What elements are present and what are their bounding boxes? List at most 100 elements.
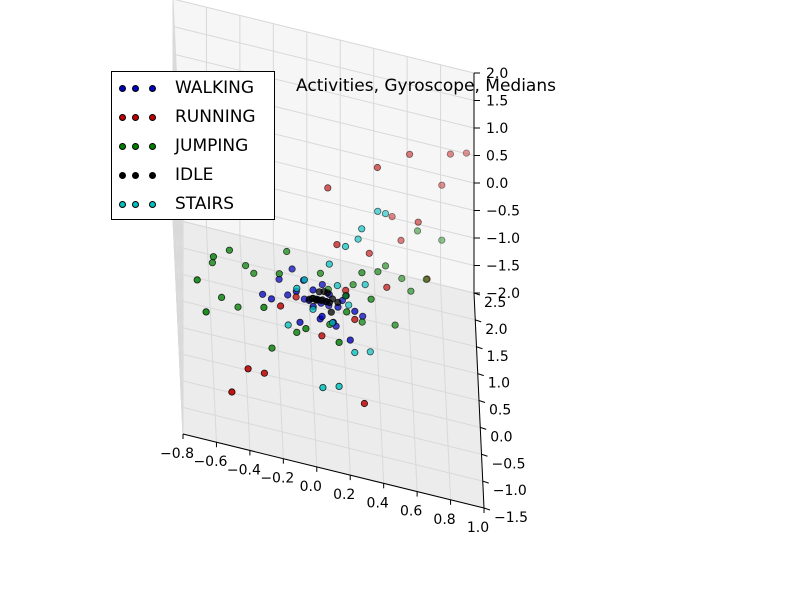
z-tick-label: 0.5 bbox=[486, 149, 508, 165]
point-stairs bbox=[358, 225, 366, 233]
point-jumping bbox=[260, 303, 268, 311]
y-tick-label: −1.0 bbox=[493, 483, 527, 499]
legend-entry-idle: IDLE bbox=[112, 161, 276, 190]
legend-dot bbox=[149, 114, 156, 121]
grid-z-back bbox=[174, 0, 475, 74]
z-tick-label: 1.0 bbox=[486, 121, 508, 137]
point-jumping bbox=[193, 276, 201, 284]
point-jumping bbox=[398, 274, 406, 283]
point-stairs bbox=[284, 321, 292, 329]
point-running bbox=[397, 236, 405, 244]
x-tick-label: −0.2 bbox=[260, 471, 294, 487]
point-jumping bbox=[422, 275, 430, 283]
point-running bbox=[462, 149, 470, 157]
point-jumping bbox=[293, 328, 301, 336]
z-tick-label: 0.0 bbox=[486, 176, 508, 192]
y-tick-label: −1.5 bbox=[494, 510, 528, 526]
point-stairs bbox=[293, 284, 301, 292]
grid-y-floor bbox=[176, 299, 478, 375]
x-tick-label: 1.0 bbox=[467, 520, 489, 536]
point-idle bbox=[334, 298, 342, 306]
y-tick-label: −0.5 bbox=[492, 456, 526, 472]
point-jumping bbox=[343, 308, 351, 316]
legend-dot bbox=[149, 143, 156, 150]
grid-y-floor bbox=[175, 272, 477, 348]
point-jumping bbox=[302, 324, 310, 333]
point-idle bbox=[327, 308, 335, 316]
z-tick-label: −2.0 bbox=[486, 286, 520, 302]
y-tick-label: 1.0 bbox=[488, 376, 510, 392]
point-jumping bbox=[250, 269, 258, 277]
point-stairs bbox=[354, 235, 362, 243]
grid-y-floor bbox=[179, 352, 481, 428]
point-jumping bbox=[335, 338, 343, 346]
point-stairs bbox=[325, 260, 333, 268]
x-axis-line bbox=[182, 433, 485, 509]
legend-dot bbox=[132, 143, 139, 150]
x-tick-label: 0.8 bbox=[433, 512, 455, 528]
y-tick bbox=[480, 426, 487, 430]
x-tick-label: 0.4 bbox=[367, 495, 389, 511]
point-walking bbox=[267, 295, 276, 303]
legend-entry-stairs: STAIRS bbox=[112, 190, 276, 219]
point-jumping bbox=[275, 270, 283, 278]
legend-dot bbox=[132, 201, 139, 208]
point-jumping bbox=[438, 236, 446, 244]
y-tick-label: 2.0 bbox=[485, 322, 507, 338]
point-walking bbox=[318, 280, 326, 289]
point-stairs bbox=[345, 301, 353, 309]
tick-labels: −0.8−0.6−0.4−0.2 0.0 0.2 0.4 0.6 0.8 1.0 −1.5 −1… bbox=[160, 66, 528, 536]
point-idle bbox=[318, 296, 327, 304]
y-tick bbox=[476, 346, 483, 350]
point-idle bbox=[305, 295, 313, 303]
point-jumping bbox=[268, 344, 276, 352]
point-jumping bbox=[209, 253, 217, 261]
grid-z-back bbox=[172, 26, 475, 101]
point-jumping bbox=[413, 227, 422, 235]
legend-label: RUNNING bbox=[175, 107, 256, 127]
point-jumping bbox=[391, 321, 399, 329]
legend-marker bbox=[119, 170, 167, 182]
point-walking bbox=[258, 290, 267, 298]
legend-dot bbox=[119, 114, 126, 121]
y-tick bbox=[482, 480, 489, 484]
z-tick-label: 1.5 bbox=[486, 94, 508, 110]
point-walking bbox=[288, 265, 296, 273]
point-stairs bbox=[333, 281, 341, 290]
point-running bbox=[360, 399, 368, 408]
legend-entry-walking: WALKING bbox=[112, 74, 276, 103]
point-idle bbox=[328, 295, 337, 303]
x-tick-label: 0.6 bbox=[400, 504, 422, 520]
point-running bbox=[244, 365, 252, 373]
z-tick-label: −1.5 bbox=[486, 259, 520, 275]
legend-label: WALKING bbox=[175, 78, 255, 98]
point-jumping bbox=[374, 268, 382, 276]
point-running bbox=[373, 163, 381, 172]
point-running bbox=[405, 150, 414, 158]
grid-y-floor bbox=[181, 406, 483, 482]
x-tick-label: 0.0 bbox=[300, 479, 322, 495]
z-tick-label: −0.5 bbox=[486, 204, 520, 220]
point-walking bbox=[284, 291, 292, 299]
point-running bbox=[446, 150, 454, 158]
legend-dot bbox=[132, 172, 139, 179]
y-tick bbox=[483, 507, 491, 511]
x-tick-label: −0.6 bbox=[193, 454, 227, 470]
point-running bbox=[276, 302, 285, 310]
point-idle bbox=[312, 296, 320, 304]
point-jumping bbox=[407, 287, 415, 295]
point-walking bbox=[351, 307, 359, 315]
point-stairs bbox=[335, 382, 343, 390]
x-tick-label: −0.4 bbox=[227, 462, 261, 478]
point-jumping bbox=[316, 269, 324, 277]
point-idle bbox=[320, 287, 328, 296]
legend-marker bbox=[119, 199, 167, 211]
point-jumping bbox=[367, 295, 375, 303]
point-running bbox=[438, 181, 446, 189]
legend: WALKING RUNNING JUMPING IDLE STAIRS bbox=[111, 71, 275, 220]
point-stairs bbox=[381, 210, 390, 218]
legend-label: IDLE bbox=[175, 165, 214, 185]
legend-dot bbox=[119, 172, 126, 179]
legend-dot bbox=[132, 85, 139, 92]
point-running bbox=[228, 388, 236, 396]
